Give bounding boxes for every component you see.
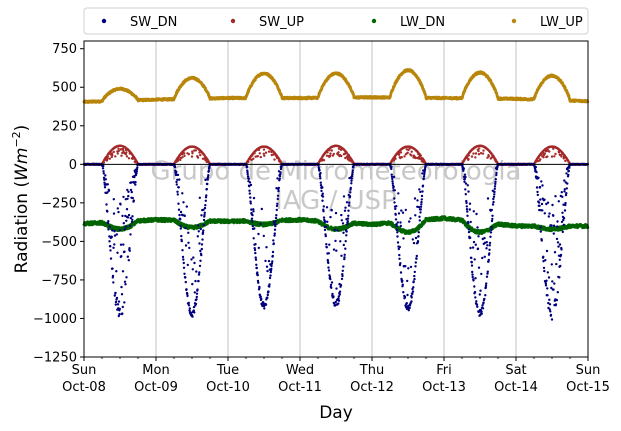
data-point	[183, 154, 186, 158]
data-point	[117, 149, 121, 153]
data-point	[117, 147, 120, 150]
data-point	[252, 157, 255, 160]
data-point	[127, 157, 131, 160]
data-point	[259, 155, 262, 159]
data-point	[120, 154, 123, 157]
data-point	[194, 149, 197, 152]
data-point	[262, 148, 266, 151]
data-point	[111, 153, 114, 157]
data-point	[181, 156, 184, 159]
data-point	[112, 150, 116, 154]
data-point	[114, 155, 117, 158]
data-point	[106, 155, 110, 158]
data-point	[567, 94, 571, 98]
series-lw-dn	[82, 215, 590, 236]
data-point	[125, 151, 128, 154]
data-point	[190, 155, 194, 158]
data-point	[108, 157, 112, 160]
data-point	[191, 152, 194, 155]
watermark: Grupo de Micrometeorologia IAG / USP	[151, 157, 522, 216]
data-point	[264, 151, 268, 154]
data-point	[273, 158, 276, 161]
data-point	[258, 152, 261, 155]
data-point	[116, 152, 120, 155]
data-point	[125, 155, 129, 158]
data-point	[267, 150, 271, 153]
data-point	[102, 161, 106, 164]
data-point	[183, 152, 186, 155]
grid-layer	[155, 41, 517, 357]
data-point	[256, 155, 259, 158]
data-point	[317, 95, 320, 98]
watermark-line-2: IAG / USP	[275, 186, 397, 216]
data-point	[187, 153, 190, 156]
watermark-line-1: Grupo de Micrometeorologia	[151, 157, 522, 187]
data-point	[199, 153, 202, 157]
data-point	[263, 154, 266, 157]
data-point	[196, 156, 200, 159]
series-lw-up	[82, 68, 590, 104]
